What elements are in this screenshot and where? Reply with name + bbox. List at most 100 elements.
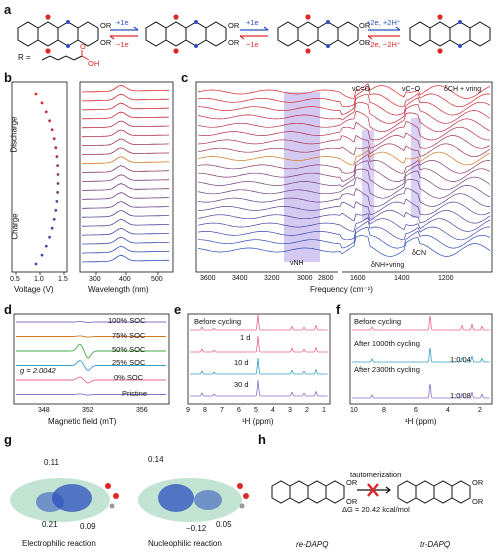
f-ratio-2: 1:0.08 [450,391,471,400]
ftir-spectrum [198,132,491,149]
g-right-val-0: 0.14 [148,455,164,464]
panel-d-epr [13,313,170,405]
ftir-spectrum [197,216,491,232]
f-tick-3: 4 [446,407,450,414]
ftir-spectrum [198,160,491,182]
voltage-point [55,200,59,203]
panel-e-letter: e [174,302,182,317]
panel-c-ftir [195,81,493,273]
uvvis-spectrum [82,93,170,102]
voltage-point [48,119,51,123]
epr-trace [16,343,166,359]
voltage-point [34,262,38,266]
voltage-point [50,128,54,132]
uvvis-spectrum [81,236,169,245]
arrow2-top: +1e [246,18,259,27]
oxygen-dot-1 [45,14,51,20]
uvvis-plot-frame [79,81,174,273]
uvvis-spectrum [81,120,170,129]
ftir-spectrum [197,153,491,174]
uvvis-spectrum [82,218,169,227]
voltage-point [44,244,48,248]
g-right-val-1: −0.12 [186,524,207,533]
ftir-spectrum [197,220,490,241]
uvvis-spectrum [81,84,169,93]
ftir-spectrum [197,177,491,199]
soc-75: 75% SOC [112,331,146,340]
h-or-4: OR [472,497,484,506]
f-tick-1: 8 [382,407,386,414]
annot-co1: νC=O [352,86,371,93]
arrow1-top: +1e [116,18,129,27]
ftir-spectrum [197,83,491,99]
uvvis-spectrum [81,210,170,218]
epr-trace [16,320,166,324]
f-label-1000: After 1000th cycling [354,339,420,348]
f-xlabel: ¹H (ppm) [405,417,437,426]
voltage-tick-2: 1.5 [58,276,68,283]
panel-f-letter: f [336,302,341,317]
soc-50: 50% SOC [112,345,146,354]
c-xlabel: Frequency (cm⁻¹) [310,285,373,294]
e-label-30d: 30 d [234,380,249,389]
f-tick-0: 10 [350,407,358,414]
uvvis-spectrum [82,201,169,209]
e-label-before: Before cycling [194,317,242,326]
e-tick-0: 9 [186,407,190,414]
uvvis-spectrum [82,165,169,173]
panel-d-letter: d [4,302,12,317]
r-group-oh: OH [88,59,100,68]
uvvis-spectrum [81,174,170,182]
arrow1-bottom: −1e [116,40,129,49]
panel-a-letter: a [4,2,12,17]
voltage-point [48,235,51,239]
e-tick-7: 2 [305,407,309,414]
a-or-5: OR [359,21,371,30]
g-value: g = 2.0042 [20,366,56,375]
nmr-trace [190,379,328,397]
panel-g-letter: g [4,432,12,447]
nmr-e-frame [187,313,331,405]
g-left-val-1: 0.21 [42,520,58,529]
uvvis-spectrum [82,183,169,191]
voltage-tick-1: 1.0 [34,276,44,283]
soc-100: 100% SOC [108,316,146,325]
voltage-point [52,217,56,221]
panel-f-nmr [349,313,493,405]
a-or-4: OR [228,38,240,47]
d-tick-0: 348 [38,407,50,414]
h-or-1: OR [346,478,358,487]
d-tick-1: 352 [82,407,94,414]
g-right-val-2: 0.05 [216,520,232,529]
uvvis-spectrum [82,147,170,155]
h-left-name: re-DAPQ [296,540,329,549]
nmr-trace [352,384,490,399]
a-or-6: OR [359,38,371,47]
epr-plot-frame [13,313,170,405]
nmr-trace [352,348,490,363]
co-band-highlight-2 [411,118,421,218]
voltage-point [56,191,59,194]
soc-0: 0% SOC [114,373,144,382]
d-tick-2: 356 [136,407,148,414]
f-tick-2: 6 [414,407,418,414]
f-ratio-1: 1:0.04 [450,355,471,364]
ftir-spectrum [197,121,491,141]
epr-trace [16,393,166,396]
ftir-spectrum [197,87,491,108]
e-tick-1: 8 [203,407,207,414]
voltage-plot-frame [11,81,68,273]
a-or-3: OR [228,21,240,30]
voltage-point [56,164,59,168]
e-tick-6: 3 [288,407,292,414]
e-xlabel: ¹H (ppm) [242,417,274,426]
ftir-spectrum [197,209,491,224]
uvvis-spectrum [81,138,170,147]
e-label-1d: 1 d [240,333,251,342]
c-tick-4: 2800 [318,275,334,282]
uvvis-spectrum [81,245,170,254]
e-tick-8: 1 [322,407,326,414]
uvvis-spectrum [81,227,170,236]
c-tick-3: 3000 [297,275,313,282]
